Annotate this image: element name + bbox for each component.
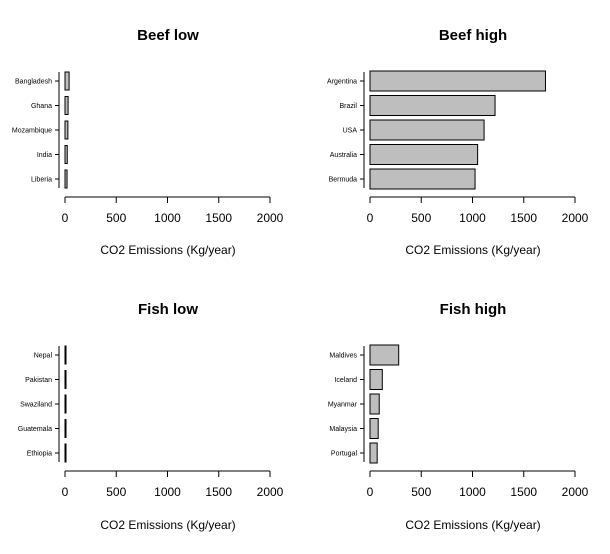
x-tick-label: 0 <box>367 485 374 499</box>
bar-myanmar <box>369 393 380 415</box>
category-label: Ethiopia <box>27 451 52 458</box>
x-tick-label: 1500 <box>205 485 232 499</box>
category-label: Mozambique <box>12 128 52 135</box>
panel-title: Fish low <box>138 301 198 318</box>
x-tick-label: 1500 <box>510 211 537 225</box>
x-axis-label: CO2 Emissions (Kg/year) <box>100 243 235 257</box>
category-label: Maldives <box>329 353 357 360</box>
panel-beef-high: Beef high CO2 Emissions (Kg/year) Argent… <box>327 27 589 257</box>
category-label: USA <box>343 128 358 135</box>
category-label: Portugal <box>331 451 358 458</box>
category-label: Argentina <box>327 79 357 86</box>
x-tick-label: 1500 <box>510 485 537 499</box>
bar-portugal <box>369 442 378 464</box>
bar-nepal <box>64 345 67 365</box>
x-tick-label: 500 <box>106 485 126 499</box>
category-label: Guatemala <box>18 426 52 433</box>
category-label: Iceland <box>334 377 357 384</box>
bar-guatemala <box>64 419 67 438</box>
category-label: Swaziland <box>20 402 52 409</box>
x-tick-label: 1000 <box>459 485 486 499</box>
category-label: Australia <box>330 152 357 159</box>
x-tick-label: 1000 <box>154 211 181 225</box>
category-label: Brazil <box>339 103 357 110</box>
x-tick-label: 500 <box>411 211 431 225</box>
x-axis-label: CO2 Emissions (Kg/year) <box>405 518 540 532</box>
bar-australia <box>369 144 479 165</box>
x-tick-label: 0 <box>62 485 69 499</box>
category-label: Nepal <box>34 353 53 360</box>
x-tick-label: 1000 <box>459 211 486 225</box>
panel-title: Fish high <box>440 301 507 318</box>
category-label: Bangladesh <box>15 79 52 86</box>
bar-brazil <box>369 95 496 116</box>
x-tick-label: 0 <box>62 211 69 225</box>
bar-bangladesh <box>64 71 70 91</box>
category-label: India <box>37 152 52 159</box>
panel-beef-low: Beef low CO2 Emissions (Kg/year) Banglad… <box>12 27 284 257</box>
bar-ghana <box>64 96 69 115</box>
bar-swaziland <box>64 394 67 414</box>
x-tick-label: 1000 <box>154 485 181 499</box>
x-tick-label: 2000 <box>257 211 284 225</box>
bar-maldives <box>369 344 400 366</box>
bar-pakistan <box>64 370 67 389</box>
x-axis-label: CO2 Emissions (Kg/year) <box>100 518 235 532</box>
x-tick-label: 1500 <box>205 211 232 225</box>
bar-liberia <box>64 169 68 189</box>
category-label: Malaysia <box>329 426 357 433</box>
bar-mozambique <box>64 120 69 140</box>
bar-usa <box>369 119 485 141</box>
x-tick-label: 500 <box>411 485 431 499</box>
bar-bermuda <box>369 168 476 190</box>
x-tick-label: 500 <box>106 211 126 225</box>
category-label: Ghana <box>31 103 52 110</box>
bar-iceland <box>369 369 383 390</box>
bar-argentina <box>369 70 546 92</box>
category-label: Liberia <box>31 177 52 184</box>
category-label: Bermuda <box>329 177 358 184</box>
panel-fish-high: Fish high CO2 Emissions (Kg/year) Maldiv… <box>328 301 589 532</box>
panel-fish-low: Fish low CO2 Emissions (Kg/year) Nepal Pa… <box>18 301 284 532</box>
x-tick-label: 0 <box>367 211 374 225</box>
panel-title: Beef high <box>439 27 507 44</box>
x-tick-label: 2000 <box>562 485 589 499</box>
x-tick-label: 2000 <box>562 211 589 225</box>
bar-ethiopia <box>64 443 67 463</box>
category-label: Pakistan <box>25 377 52 384</box>
panel-title: Beef low <box>137 27 199 44</box>
x-axis-label: CO2 Emissions (Kg/year) <box>405 243 540 257</box>
category-label: Myanmar <box>328 402 358 409</box>
bar-india <box>64 145 68 164</box>
x-tick-label: 2000 <box>257 485 284 499</box>
bar-malaysia <box>369 418 379 439</box>
